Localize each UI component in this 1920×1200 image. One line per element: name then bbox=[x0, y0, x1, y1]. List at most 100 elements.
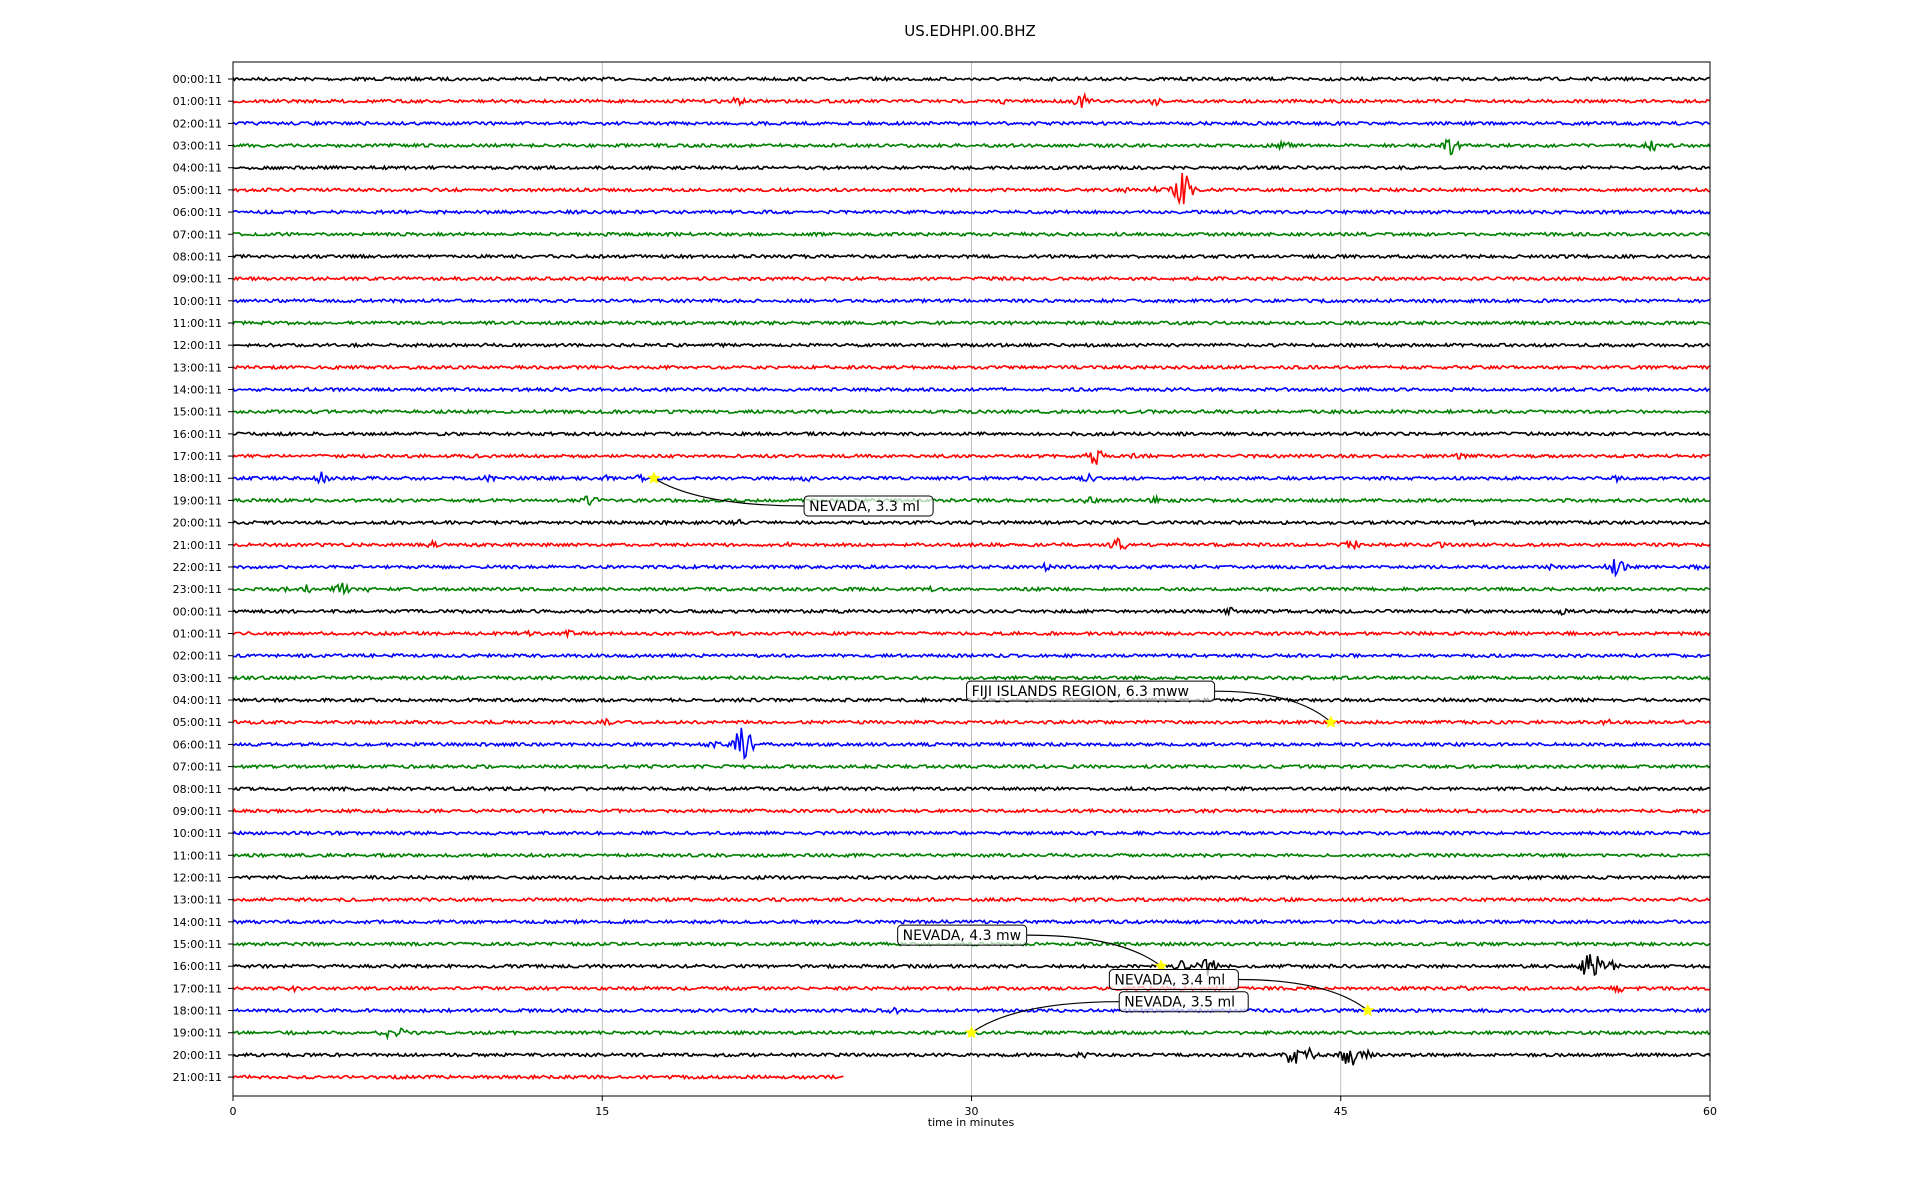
seismic-trace bbox=[232, 717, 1711, 727]
event-star-icon bbox=[964, 1025, 979, 1039]
hour-label: 15:00:11 bbox=[173, 406, 222, 419]
seismic-trace bbox=[232, 896, 1711, 903]
seismic-trace bbox=[232, 628, 1711, 640]
hour-label: 14:00:11 bbox=[173, 384, 222, 397]
hour-label: 21:00:11 bbox=[173, 539, 222, 552]
hour-label: 19:00:11 bbox=[173, 494, 222, 507]
annotation-connector bbox=[653, 477, 805, 507]
seismic-trace bbox=[232, 652, 1711, 659]
annotation-box bbox=[1118, 991, 1249, 1013]
seismic-trace bbox=[232, 1046, 1711, 1066]
hour-label: 13:00:11 bbox=[173, 894, 222, 907]
hour-label: 09:00:11 bbox=[173, 805, 222, 818]
hour-label: 08:00:11 bbox=[173, 250, 222, 263]
annotation-connector bbox=[971, 1001, 1120, 1034]
seismic-trace bbox=[232, 120, 1710, 127]
event-star-icon bbox=[1154, 959, 1168, 972]
event-star-icon bbox=[1361, 1003, 1375, 1017]
hour-label: 00:00:11 bbox=[173, 605, 222, 618]
hour-label: 05:00:11 bbox=[173, 716, 222, 729]
seismic-trace bbox=[232, 430, 1711, 438]
seismic-trace bbox=[232, 984, 1711, 995]
hour-label: 04:00:11 bbox=[173, 694, 222, 707]
x-tick-label: 45 bbox=[1334, 1105, 1348, 1118]
x-axis-label: time in minutes bbox=[928, 1116, 1015, 1129]
seismic-trace bbox=[232, 763, 1711, 770]
hour-label: 16:00:11 bbox=[173, 428, 222, 441]
hour-label: 09:00:11 bbox=[173, 273, 222, 286]
hour-label: 19:00:11 bbox=[173, 1027, 222, 1040]
hour-label: 12:00:11 bbox=[173, 871, 222, 884]
hour-label: 17:00:11 bbox=[173, 450, 222, 463]
event-label: NEVADA, 4.3 mw bbox=[903, 928, 1021, 944]
hour-label: 17:00:11 bbox=[173, 982, 222, 995]
event-star-icon bbox=[647, 471, 661, 484]
annotation-connector bbox=[1214, 690, 1332, 723]
hour-label: 14:00:11 bbox=[173, 916, 222, 929]
hour-label: 03:00:11 bbox=[173, 140, 222, 153]
event-star-icon bbox=[1324, 715, 1338, 728]
chart-title: US.EDHPI.00.BHZ bbox=[904, 22, 1036, 40]
seismic-trace bbox=[232, 164, 1711, 172]
seismic-trace bbox=[232, 954, 1711, 977]
annotation-connector bbox=[1026, 934, 1162, 967]
event-label: NEVADA, 3.4 ml bbox=[1114, 973, 1225, 989]
seismic-trace bbox=[232, 408, 1711, 415]
seismic-trace bbox=[232, 674, 1711, 682]
event-annotations: NEVADA, 3.3 ml FIJI ISLANDS REGION, 6.3 m… bbox=[647, 471, 1375, 1039]
seismic-trace bbox=[232, 559, 1711, 578]
hour-label: 18:00:11 bbox=[173, 472, 222, 485]
seismic-trace bbox=[232, 173, 1710, 206]
hour-label: 01:00:11 bbox=[173, 95, 222, 108]
hour-label: 02:00:11 bbox=[173, 117, 222, 130]
hour-label: 23:00:11 bbox=[173, 583, 222, 596]
seismic-trace bbox=[232, 319, 1711, 327]
hour-label: 00:00:11 bbox=[173, 73, 222, 86]
seismic-trace bbox=[232, 364, 1711, 371]
seismic-trace bbox=[232, 341, 1711, 349]
hour-label: 15:00:11 bbox=[173, 938, 222, 951]
seismic-traces bbox=[232, 75, 1711, 1081]
hour-label: 01:00:11 bbox=[173, 628, 222, 641]
seismic-trace bbox=[232, 75, 1710, 83]
hour-label: 20:00:11 bbox=[173, 1049, 222, 1062]
hour-label: 06:00:11 bbox=[173, 738, 222, 751]
hour-label: 11:00:11 bbox=[173, 849, 222, 862]
x-tick-label: 15 bbox=[595, 1105, 609, 1118]
seismic-trace bbox=[232, 1073, 844, 1081]
seismic-trace bbox=[232, 386, 1711, 393]
seismic-trace bbox=[232, 297, 1711, 305]
event-label: NEVADA, 3.5 ml bbox=[1124, 995, 1235, 1011]
hour-label: 16:00:11 bbox=[173, 960, 222, 973]
annotation-box bbox=[897, 924, 1028, 946]
seismic-trace bbox=[232, 537, 1711, 551]
hour-label: 13:00:11 bbox=[173, 361, 222, 374]
hour-label: 03:00:11 bbox=[173, 672, 222, 685]
hour-label: 11:00:11 bbox=[173, 317, 222, 330]
x-tick-label: 0 bbox=[230, 1105, 237, 1118]
hour-label: 12:00:11 bbox=[173, 339, 222, 352]
event-label: FIJI ISLANDS REGION, 6.3 mww bbox=[972, 684, 1189, 700]
seismic-trace bbox=[232, 493, 1710, 507]
seismic-trace bbox=[232, 275, 1711, 282]
seismic-trace bbox=[232, 582, 1711, 596]
seismic-trace bbox=[232, 874, 1711, 881]
hour-label: 04:00:11 bbox=[173, 162, 222, 175]
hour-label: 05:00:11 bbox=[173, 184, 222, 197]
hour-label: 06:00:11 bbox=[173, 206, 222, 219]
annotation-box bbox=[966, 680, 1216, 702]
seismic-trace bbox=[232, 91, 1711, 109]
event-label: NEVADA, 3.3 ml bbox=[809, 499, 920, 515]
annotation-box bbox=[1108, 969, 1239, 991]
seismic-trace bbox=[232, 138, 1711, 156]
seismic-trace bbox=[232, 829, 1710, 837]
seismic-trace bbox=[232, 471, 1711, 485]
seismic-trace bbox=[232, 449, 1710, 465]
x-tick-label: 30 bbox=[965, 1105, 979, 1118]
hour-label: 18:00:11 bbox=[173, 1005, 222, 1018]
seismic-trace bbox=[232, 208, 1711, 216]
x-axis: 0 15 30 45 60 bbox=[230, 1096, 1717, 1118]
x-tick-label: 60 bbox=[1703, 1105, 1717, 1118]
seismic-trace bbox=[232, 518, 1711, 527]
